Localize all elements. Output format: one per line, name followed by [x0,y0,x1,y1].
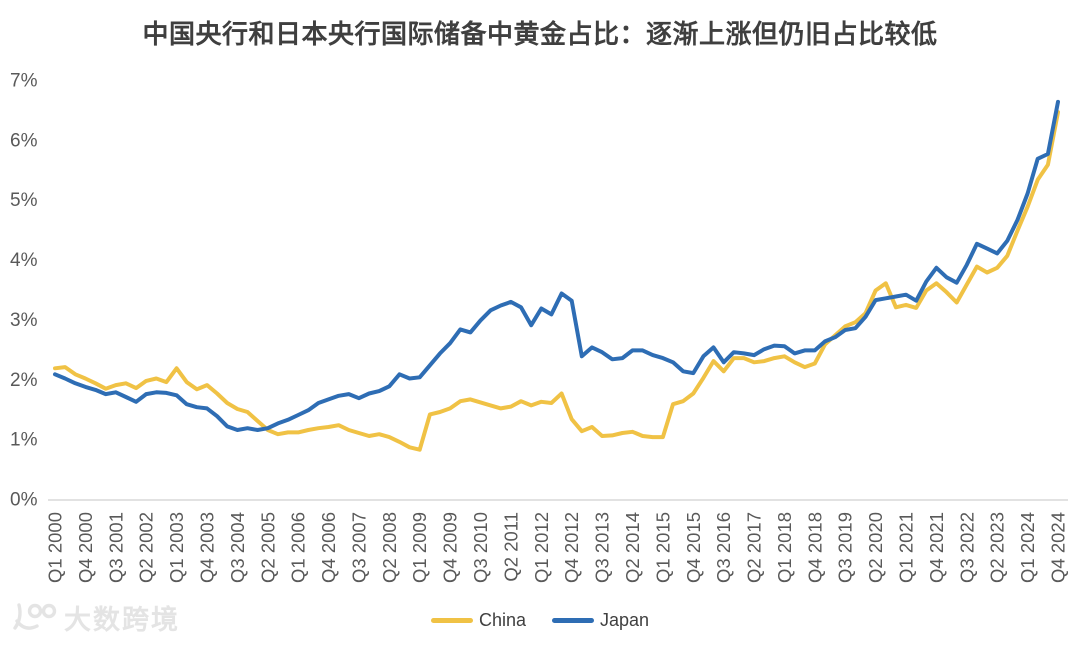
x-tick-label: Q2 2005 [257,512,278,583]
legend-item-china: China [430,609,526,631]
x-tick-label: Q4 2015 [683,512,704,583]
x-tick-label: Q3 2019 [835,512,856,583]
x-tick-label: Q1 2024 [1017,512,1038,583]
legend-swatch-japan [551,617,594,623]
y-tick-label: 7% [10,71,38,92]
x-tick-label: Q1 2000 [45,512,66,583]
chart-title: 中国央行和日本央行国际储备中黄金占比：逐渐上涨但仍旧占比较低 [142,19,938,49]
y-tick-label: 6% [10,130,38,151]
x-tick-label: Q4 2021 [926,512,947,583]
x-tick-label: Q4 2009 [440,512,461,583]
x-tick-label: Q4 2003 [197,512,218,583]
x-tick-label: Q4 2000 [75,512,96,583]
x-tick-label: Q1 2015 [652,512,673,583]
x-tick-label: Q3 2010 [470,512,491,583]
y-tick-label: 0% [10,490,38,511]
x-tick-label: Q3 2016 [713,512,734,583]
x-tick-label: Q4 2012 [561,512,582,583]
x-tick-label: Q2 2017 [744,512,765,583]
x-tick-label: Q1 2003 [166,512,187,583]
y-tick-label: 5% [10,190,38,211]
legend-label-china: China [478,609,526,630]
x-tick-label: Q1 2009 [409,512,430,583]
x-tick-label: Q4 2006 [318,512,339,583]
x-tick-label: Q1 2006 [288,512,309,583]
legend-label-japan: Japan [599,609,650,630]
x-tick-label: Q3 2004 [227,512,248,583]
x-tick-label: Q2 2002 [136,512,157,583]
x-tick-label: Q2 2023 [987,512,1008,583]
y-tick-label: 3% [10,310,38,331]
x-tick-label: Q2 2011 [500,512,521,582]
x-tick-label: Q1 2012 [531,512,552,583]
x-tick-label: Q3 2022 [956,512,977,583]
x-tick-label: Q3 2001 [105,512,126,583]
x-tick-label: Q4 2018 [804,512,825,583]
legend-swatch-china [430,617,473,623]
x-tick-label: Q2 2020 [865,512,886,583]
x-tick-label: Q4 2024 [1048,512,1069,583]
y-tick-label: 4% [10,250,38,271]
x-tick-label: Q3 2007 [348,512,369,583]
x-tick-label: Q3 2013 [592,512,613,583]
series-line-japan [53,99,1060,432]
x-tick-label: Q1 2021 [896,512,917,583]
x-tick-label: Q2 2008 [379,512,400,583]
x-tick-label: Q2 2014 [622,512,643,583]
x-tick-label: Q1 2018 [774,512,795,583]
series-line-china [53,110,1060,452]
y-tick-label: 1% [10,430,38,451]
chart-legend: China Japan [0,604,1080,636]
legend-item-japan: Japan [551,609,650,631]
y-tick-label: 2% [10,370,38,391]
